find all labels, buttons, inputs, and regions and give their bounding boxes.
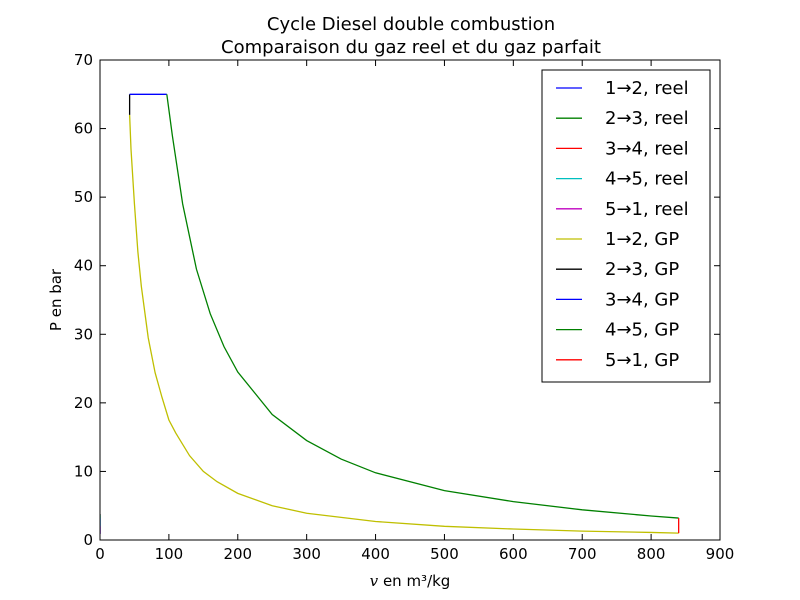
- y-tick-label: 60: [74, 120, 93, 138]
- y-tick-label: 20: [74, 394, 93, 412]
- legend-item: 5→1, GP: [556, 350, 679, 371]
- x-tick-label: 800: [637, 545, 666, 563]
- legend-item: 5→1, reel: [556, 199, 689, 220]
- chart-subtitle: Comparaison du gaz reel et du gaz parfai…: [221, 37, 601, 58]
- chart-title: Cycle Diesel double combustion: [267, 14, 555, 35]
- legend-item: 1→2, GP: [556, 229, 679, 250]
- y-tick-label: 50: [74, 188, 93, 206]
- y-tick-label: 0: [83, 531, 93, 549]
- x-tick-label: 900: [706, 545, 735, 563]
- legend: 1→2, reel 2→3, reel 3→4, reel 4→5, reel 5→1,…: [541, 69, 711, 383]
- legend-label: 1→2, GP: [605, 229, 679, 250]
- legend-label: 3→4, GP: [605, 289, 679, 310]
- y-axis-label: P en bar: [47, 268, 65, 331]
- y-tick-label: 40: [74, 257, 93, 275]
- x-tick-label: 700: [568, 545, 597, 563]
- x-axis-unit: en m³/kg: [383, 572, 450, 590]
- series-layer: [100, 93, 680, 534]
- x-tick-label: 100: [155, 545, 184, 563]
- legend-label: 2→3, GP: [605, 259, 679, 280]
- legend-item: 3→4, GP: [556, 289, 679, 310]
- x-tick-label: 300: [292, 545, 321, 563]
- series-line-9: [166, 94, 679, 519]
- legend-label: 4→5, GP: [605, 320, 679, 341]
- series-line-6: [128, 114, 679, 534]
- y-tick-label: 70: [74, 51, 93, 69]
- x-axis: 0 100 200 300 400 500 600 700 800 900: [95, 60, 734, 563]
- legend-label: 3→4, reel: [605, 138, 689, 159]
- legend-item: 2→3, reel: [556, 108, 689, 129]
- x-tick-label: 500: [430, 545, 459, 563]
- y-tick-label: 30: [74, 325, 93, 343]
- legend-label: 2→3, reel: [605, 108, 689, 129]
- plot-frame: [99, 59, 721, 541]
- legend-item: 3→4, reel: [556, 138, 689, 159]
- y-axis: 0 10 20 30 40 50 60 70: [74, 51, 720, 549]
- x-axis-variable: v: [370, 572, 379, 590]
- y-tick-label: 10: [74, 462, 93, 480]
- x-tick-label: 0: [95, 545, 105, 563]
- legend-item: 1→2, reel: [556, 78, 689, 99]
- legend-label: 5→1, reel: [605, 199, 689, 220]
- legend-label: 5→1, GP: [605, 350, 679, 371]
- x-tick-label: 600: [499, 545, 528, 563]
- x-tick-label: 400: [361, 545, 390, 563]
- legend-item: 2→3, GP: [556, 259, 679, 280]
- legend-label: 4→5, reel: [605, 169, 689, 190]
- legend-label: 1→2, reel: [605, 78, 689, 99]
- x-axis-label: v en m³/kg: [370, 572, 451, 590]
- x-tick-label: 200: [223, 545, 252, 563]
- legend-item: 4→5, GP: [556, 320, 679, 341]
- legend-item: 4→5, reel: [556, 169, 689, 190]
